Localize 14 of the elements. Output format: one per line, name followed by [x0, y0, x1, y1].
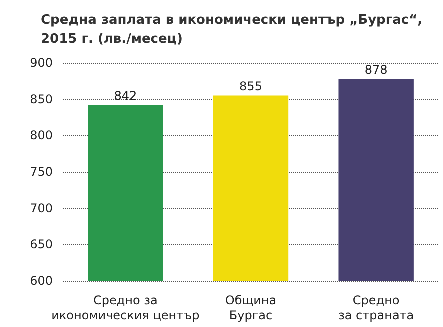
y-tick-label: 850	[30, 92, 53, 106]
y-tick-label: 750	[30, 165, 53, 179]
y-tick-label: 800	[30, 128, 53, 143]
x-tick-label: Община Бургас	[225, 294, 277, 322]
x-tick-label: Средно за икономическия център	[52, 294, 200, 322]
y-tick-label: 600	[30, 274, 53, 288]
chart-title: Средна заплата в икономически център „Бургас“, 2015 г. (лв./месец)	[41, 13, 423, 47]
x-tick-label: Средно за страната	[338, 294, 414, 322]
y-tick-label: 900	[30, 56, 53, 70]
data-label: 878	[364, 62, 388, 77]
y-tick-label: 650	[30, 238, 53, 252]
data-label: 855	[240, 80, 262, 94]
data-label: 842	[114, 89, 138, 104]
y-tick-label: 700	[30, 201, 53, 216]
